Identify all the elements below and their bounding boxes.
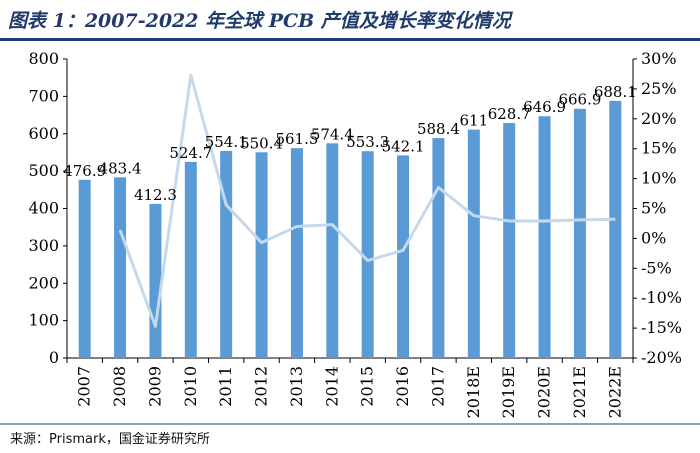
- x-tick-label: 2013: [287, 366, 306, 407]
- tick-labels: 0 100 200 300 400 500 600 700 800 -20% -15% -10% -5%…: [28, 49, 682, 418]
- right-tick-label: 10%: [641, 169, 677, 188]
- bar-data-label: 646.9: [523, 98, 566, 116]
- source-note: 来源：Prismark，国金证券研究所: [10, 432, 210, 447]
- bar-data-label: 561.5: [275, 130, 318, 148]
- bar: [326, 143, 339, 358]
- left-tick-label: 100: [28, 311, 59, 330]
- x-tick-label: 2011: [216, 366, 235, 407]
- x-tick-label: 2016: [393, 366, 412, 407]
- bar: [220, 150, 233, 358]
- bar-data-label: 588.4: [417, 120, 460, 138]
- left-tick-label: 200: [28, 273, 59, 292]
- left-tick-label: 600: [28, 124, 59, 143]
- bar-data-label: 666.9: [558, 91, 601, 109]
- left-tick-label: 400: [28, 199, 59, 218]
- chart-title: 图表 1：2007-2022 年全球 PCB 产值及增长率变化情况: [8, 10, 511, 32]
- x-tick-label: 2019E: [499, 366, 518, 418]
- x-tick-label: 2020E: [535, 366, 554, 418]
- x-tick-label: 2014: [322, 366, 341, 407]
- x-tick-label: 2007: [75, 366, 94, 407]
- right-tick-label: 5%: [641, 199, 666, 218]
- right-tick-label: 30%: [641, 49, 677, 68]
- bar-data-label: 688.1: [594, 83, 637, 101]
- right-tick-label: -10%: [641, 288, 682, 307]
- left-tick-label: 0: [49, 348, 59, 367]
- bar-data-label: 554.1: [205, 133, 248, 151]
- bar-data-label: 542.1: [382, 137, 425, 155]
- bar: [503, 123, 516, 358]
- bar: [114, 177, 127, 358]
- left-tick-label: 500: [28, 161, 59, 180]
- bar: [149, 203, 162, 358]
- growth-line-series: [118, 73, 616, 328]
- bar-data-label: 611: [459, 112, 488, 130]
- bar: [290, 148, 303, 358]
- bar: [432, 138, 445, 358]
- x-tick-label: 2009: [145, 366, 164, 407]
- bar: [255, 152, 268, 358]
- left-tick-label: 800: [28, 49, 59, 68]
- bar: [609, 100, 622, 358]
- bar-data-label: 483.4: [99, 159, 142, 177]
- bar-data-label: 524.7: [169, 144, 212, 162]
- right-tick-label: 0%: [641, 228, 666, 247]
- footer-divider: [0, 423, 700, 425]
- bar: [467, 129, 480, 358]
- bar-data-label: 574.4: [311, 125, 354, 143]
- bar: [573, 108, 586, 358]
- bar-data-label: 553.3: [346, 133, 389, 151]
- x-tick-label: 2012: [252, 366, 271, 407]
- bar: [361, 151, 374, 358]
- bar-data-label: 412.3: [134, 186, 177, 204]
- right-tick-label: 15%: [641, 139, 677, 158]
- bar-data-label: 476.9: [63, 162, 106, 180]
- title-divider: [0, 38, 700, 41]
- right-tick-label: -15%: [641, 318, 682, 337]
- bar: [397, 155, 410, 358]
- x-tick-label: 2021E: [570, 366, 589, 418]
- right-tick-label: 25%: [641, 79, 677, 98]
- bar: [78, 179, 91, 358]
- x-tick-label: 2010: [181, 366, 200, 407]
- right-tick-label: 20%: [641, 109, 677, 128]
- x-tick-label: 2008: [110, 366, 129, 407]
- right-tick-label: -5%: [641, 258, 672, 277]
- bar-series: [78, 100, 622, 358]
- x-tick-label: 2017: [428, 366, 447, 407]
- bar-data-label: 550.4: [240, 134, 283, 152]
- left-tick-label: 700: [28, 86, 59, 105]
- bar-data-label: 628.7: [488, 105, 531, 123]
- right-tick-label: -20%: [641, 348, 682, 367]
- x-tick-label: 2015: [358, 366, 377, 407]
- x-tick-label: 2018E: [464, 366, 483, 418]
- left-tick-label: 300: [28, 236, 59, 255]
- bar: [538, 116, 551, 358]
- bar: [184, 161, 197, 358]
- x-tick-label: 2022E: [605, 366, 624, 418]
